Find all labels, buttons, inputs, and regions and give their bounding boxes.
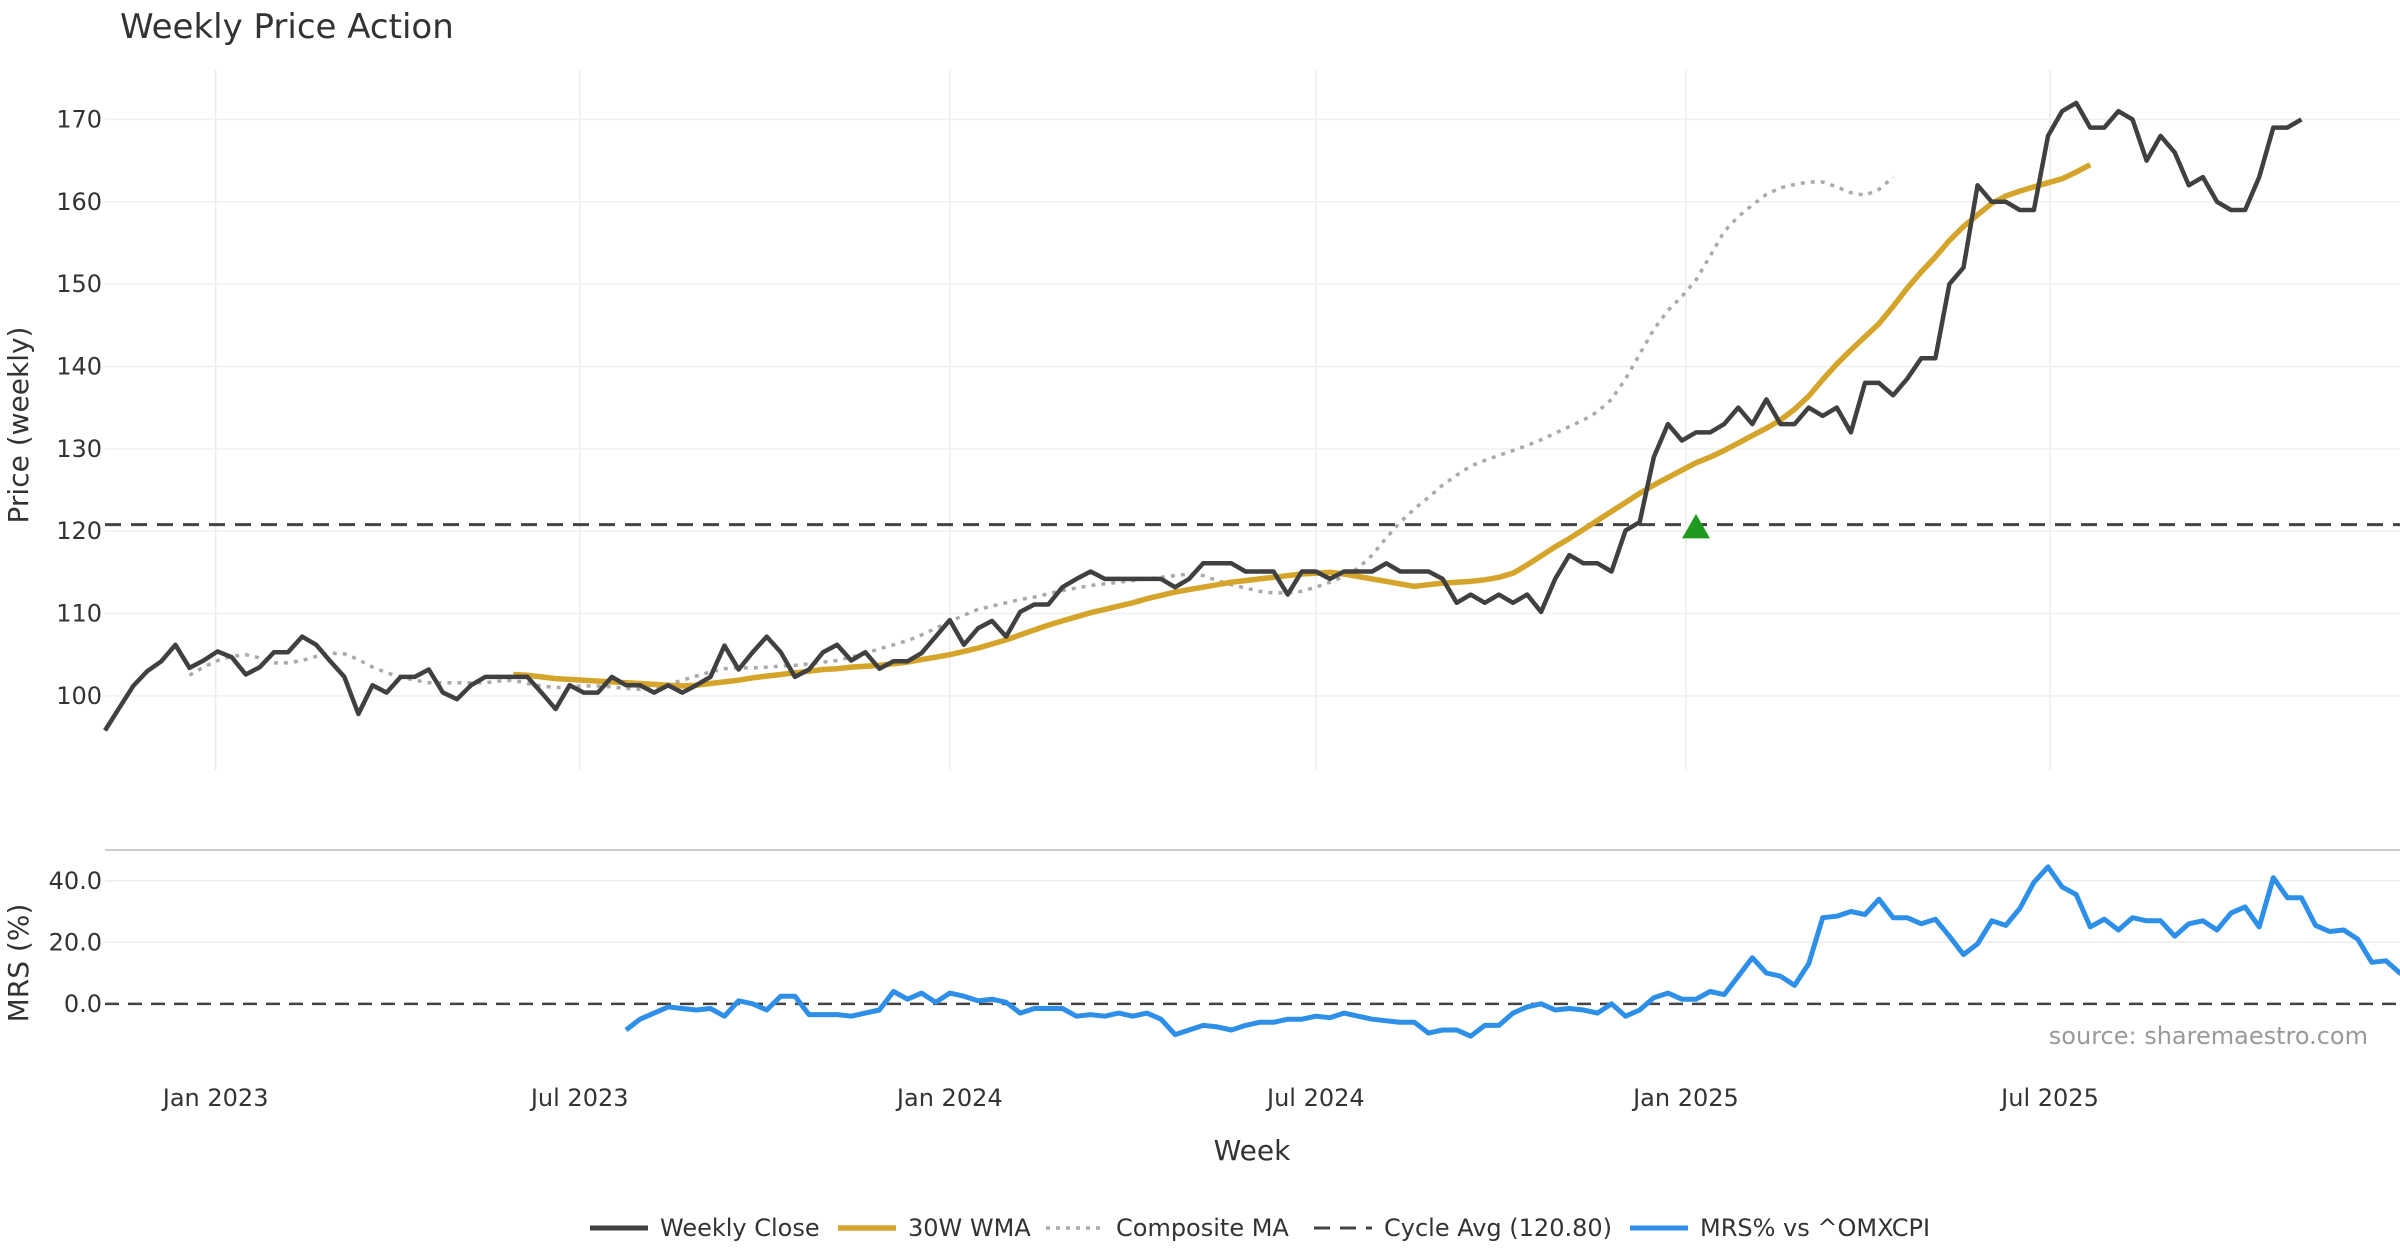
price-y-tick-label: 150: [56, 270, 102, 298]
legend-label: 30W WMA: [908, 1214, 1031, 1242]
legend-item: Cycle Avg (120.80): [1314, 1214, 1612, 1242]
composite-ma-series: [188, 175, 1895, 692]
price-y-tick-labels: 100 110 120 130 140 150 160 170: [56, 105, 102, 709]
source-label: source: sharemaestro.com: [2049, 1022, 2368, 1050]
mrs-y-tick-label: 40.0: [49, 867, 102, 895]
price-y-tick-label: 160: [56, 188, 102, 216]
price-y-axis-label: Price (weekly): [2, 327, 35, 524]
weekly-close-series: [103, 100, 2303, 732]
legend-label: Weekly Close: [660, 1214, 820, 1242]
x-tick-label: Jul 2023: [529, 1084, 629, 1112]
price-horizontal-grid: [105, 118, 2400, 697]
legend-label: MRS% vs ^OMXCPI: [1700, 1214, 1930, 1242]
price-y-tick-label: 170: [56, 105, 102, 133]
price-vertical-grid: [214, 70, 2051, 770]
mrs-y-tick-label: 0.0: [64, 990, 102, 1018]
legend-item: Composite MA: [1046, 1214, 1289, 1242]
legend-item: 30W WMA: [838, 1214, 1031, 1242]
price-panel: 100 110 120 130 140 150 160 170 Price (weekly): [2, 70, 2400, 770]
mrs-panel: 0.0 20.0 40.0 MRS (%) source: sharemaestro…: [2, 864, 2400, 1050]
mrs-y-axis-label: MRS (%): [2, 904, 35, 1023]
x-tick-label: Jul 2024: [1265, 1084, 1365, 1112]
x-tick-label: Jan 2024: [895, 1084, 1003, 1112]
signal-marker: [1682, 513, 1711, 539]
legend-label: Cycle Avg (120.80): [1384, 1214, 1612, 1242]
mrs-y-tick-label: 20.0: [49, 928, 102, 956]
mrs-series: [624, 864, 2400, 1039]
price-y-tick-label: 110: [56, 600, 102, 628]
mrs-y-tick-labels: 0.0 20.0 40.0: [49, 867, 102, 1018]
legend-label: Composite MA: [1116, 1214, 1289, 1242]
x-tick-labels: Jan 2023 Jul 2023 Jan 2024 Jul 2024 Jan 2025…: [161, 1084, 2099, 1112]
x-tick-label: Jan 2023: [161, 1084, 269, 1112]
legend: Weekly Close 30W WMA Composite MA Cycle Avg…: [590, 1214, 1930, 1242]
price-y-tick-label: 100: [56, 682, 102, 710]
x-tick-label: Jan 2025: [1631, 1084, 1739, 1112]
x-tick-label: Jul 2025: [1999, 1084, 2099, 1112]
legend-item: Weekly Close: [590, 1214, 820, 1242]
x-axis-label: Week: [1214, 1134, 1291, 1167]
mrs-horizontal-grid: [105, 880, 2400, 944]
legend-item: MRS% vs ^OMXCPI: [1630, 1214, 1930, 1242]
price-y-tick-label: 120: [56, 517, 102, 545]
chart-title: Weekly Price Action: [120, 7, 454, 47]
price-y-tick-label: 140: [56, 352, 102, 380]
price-y-tick-label: 130: [56, 435, 102, 463]
